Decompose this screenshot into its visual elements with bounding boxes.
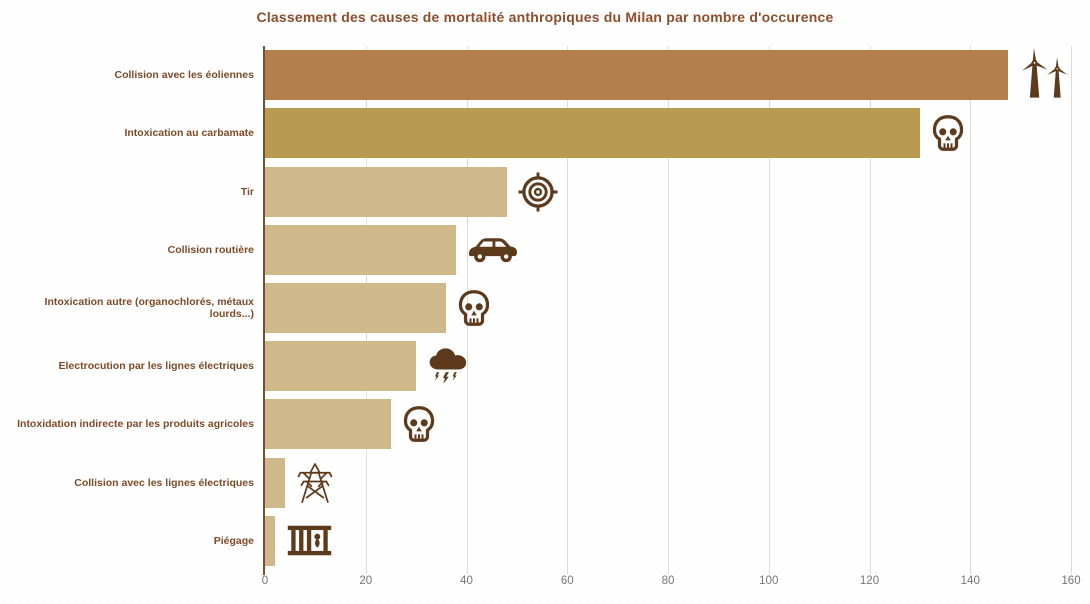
bar-row (265, 104, 1071, 162)
car-icon (469, 238, 518, 263)
category-label: Collision avec les lignes électriques (74, 476, 254, 489)
x-tick-label: 40 (460, 575, 473, 587)
chart-title: Classement des causes de mortalité anthr… (256, 9, 834, 25)
cage-trap-icon (287, 526, 332, 556)
bar (265, 224, 457, 275)
gridline (970, 46, 972, 574)
bar (265, 50, 1008, 101)
category-label: Intoxication au carbamate (124, 127, 254, 140)
x-tick-label: 80 (661, 575, 675, 587)
bar-row (265, 221, 1071, 279)
gridline (869, 46, 871, 574)
bar-rows (265, 46, 1071, 570)
bar-row (265, 395, 1071, 453)
target-icon (518, 172, 558, 212)
x-axis-ticks: 0 20 40 60 80 100 120 140 160 (261, 573, 1081, 591)
y-axis-line (263, 46, 265, 575)
bar-row (265, 512, 1071, 570)
bar (265, 399, 391, 450)
category-label: Electrocution par les lignes électriques (58, 360, 254, 373)
plot-area (265, 46, 1072, 574)
bar (265, 166, 507, 217)
bar-row (265, 454, 1071, 512)
x-tick-label: 0 (261, 575, 269, 587)
category-label: Piégage (213, 534, 254, 547)
bar-row (265, 162, 1071, 220)
bar (265, 108, 920, 159)
x-tick-label: 20 (359, 575, 373, 587)
power-pylon-icon (297, 462, 333, 503)
skull-icon (932, 115, 964, 152)
bar (265, 515, 276, 566)
bar-row (265, 337, 1071, 395)
gridline (768, 46, 770, 574)
bar (265, 341, 417, 392)
category-label: Tir (240, 185, 254, 198)
category-label: Intoxidation indirecte par les produits … (17, 418, 254, 431)
bar-row (265, 279, 1071, 337)
category-label: Intoxication autre (organochlorés, métau… (44, 295, 254, 320)
bar (265, 282, 447, 333)
x-tick-label: 100 (759, 575, 779, 587)
x-tick-label: 120 (859, 575, 880, 587)
gridline (466, 46, 468, 574)
gridline (567, 46, 569, 574)
gridline (1071, 46, 1072, 574)
bar-row (265, 46, 1071, 104)
gridline (668, 46, 669, 574)
skull-icon (459, 290, 490, 326)
x-tick-label: 60 (560, 575, 574, 587)
wind-turbines-icon (1022, 48, 1068, 98)
x-tick-label: 160 (1061, 575, 1081, 587)
category-label: Collision avec les éoliennes (114, 69, 254, 82)
skull-icon (403, 406, 435, 443)
storm-cloud-icon (429, 348, 467, 384)
x-tick-label: 140 (960, 575, 980, 587)
category-labels: Collision avec les éoliennes Intoxication… (0, 46, 254, 570)
bar (265, 457, 286, 508)
category-label: Collision routière (167, 243, 254, 256)
